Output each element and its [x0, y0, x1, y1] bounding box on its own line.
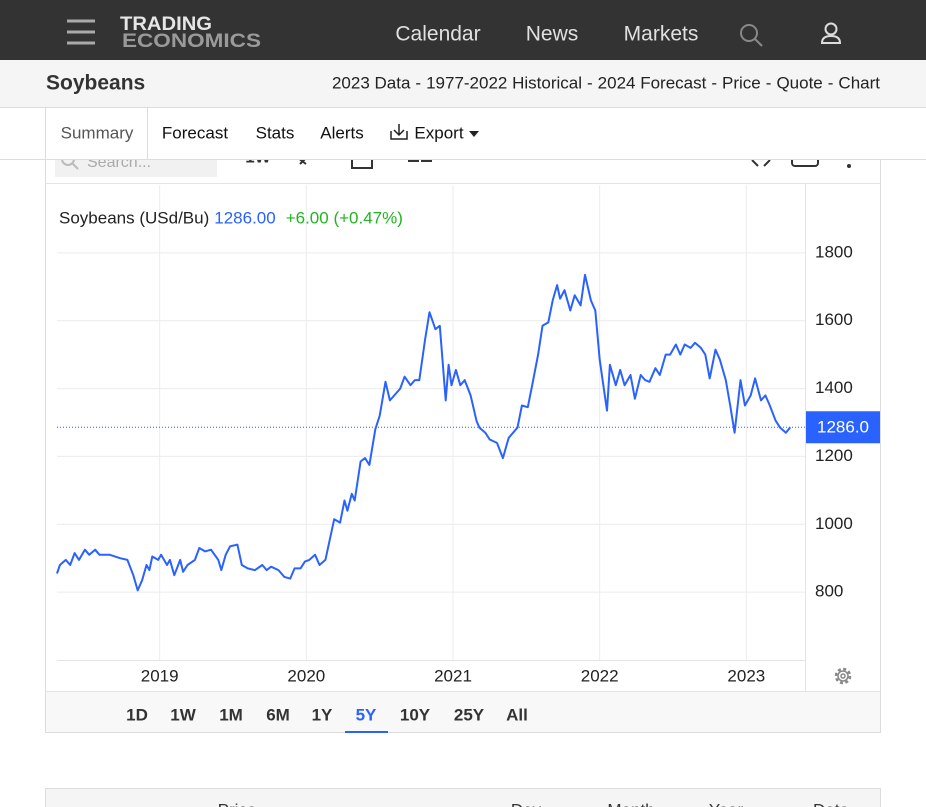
- plot-area: 800 1000 1200 1400 1600 1800 2019 2020 2021 2022 2…: [56, 185, 880, 685]
- fullscreen-icon[interactable]: [751, 159, 771, 167]
- tab[interactable]: Export: [414, 123, 463, 142]
- nav-search-icon[interactable]: [740, 24, 758, 42]
- tab-bar: [0, 108, 926, 159]
- x-tick-label: 2020: [287, 666, 325, 685]
- menu-icon[interactable]: [67, 19, 95, 45]
- range-button[interactable]: 1D: [126, 705, 148, 724]
- header-link[interactable]: 2024 Forecast: [598, 73, 707, 92]
- export-icon: [390, 124, 408, 140]
- range-button[interactable]: 10Y: [400, 705, 431, 724]
- y-tick-label: 1200: [815, 446, 853, 465]
- active-range-underline: [345, 731, 388, 733]
- nav-link[interactable]: Calendar: [395, 23, 480, 46]
- link-separator: -: [587, 73, 593, 92]
- tab[interactable]: Alerts: [320, 123, 363, 142]
- header-link[interactable]: 1977-2022 Historical: [426, 73, 582, 92]
- last-price-label: 1286.0: [817, 418, 869, 437]
- price-line: [56, 273, 792, 592]
- table-header-cell: Price: [218, 800, 257, 807]
- range-button[interactable]: 25Y: [454, 705, 485, 724]
- page-title: Soybeans: [46, 72, 145, 95]
- header-link[interactable]: Quote: [776, 73, 822, 92]
- table-header-cell: Year: [709, 800, 744, 807]
- header-link[interactable]: 2023 Data: [332, 73, 411, 92]
- user-icon[interactable]: [824, 22, 838, 36]
- nav-search-icon: [754, 38, 763, 47]
- y-tick-label: 1800: [815, 242, 853, 261]
- chart-box: [45, 140, 881, 733]
- legend-change: +6.00 (+0.47%): [286, 208, 403, 227]
- more-icon[interactable]: [847, 164, 851, 168]
- nav-link[interactable]: Markets: [624, 23, 699, 46]
- range-button[interactable]: 6M: [266, 705, 290, 724]
- logo-top[interactable]: TRADING: [120, 14, 212, 35]
- search-icon: [71, 162, 79, 170]
- y-tick-label: 1400: [815, 378, 853, 397]
- y-tick-label: 1600: [815, 310, 853, 329]
- table-header-cell: Month: [607, 800, 654, 807]
- gear-body: [837, 670, 849, 682]
- gear-hub: [840, 673, 846, 679]
- x-tick-label: 2023: [727, 666, 765, 685]
- nav-links: Calendar News Markets: [395, 23, 698, 46]
- header-link[interactable]: Chart: [838, 73, 880, 92]
- range-button[interactable]: 5Y: [356, 705, 377, 724]
- logo-bottom[interactable]: ECONOMICS: [122, 31, 261, 52]
- table-header-cell: Date: [813, 800, 849, 807]
- header-bar: [0, 60, 926, 107]
- user-icon: [820, 34, 842, 44]
- y-tick-label: 1000: [815, 514, 853, 533]
- range-button[interactable]: 1W: [170, 705, 196, 724]
- last-price-box: [806, 411, 880, 444]
- link-separator: -: [415, 73, 421, 92]
- y-tick-label: 800: [815, 582, 843, 601]
- tab[interactable]: Forecast: [162, 123, 228, 142]
- legend-name: Soybeans (USd/Bu): [59, 208, 209, 227]
- table-header-cells: Price Day Month Year Date: [218, 800, 849, 807]
- x-tick-label: 2019: [141, 666, 179, 685]
- x-tick-label: 2021: [434, 666, 472, 685]
- header-links: Chart-Quote-Price-2024 Forecast-1977-202…: [332, 73, 880, 92]
- table-header: [45, 788, 881, 807]
- tab[interactable]: Summary: [61, 123, 134, 142]
- link-separator: -: [766, 73, 772, 92]
- tab[interactable]: Stats: [256, 123, 295, 142]
- nav-link[interactable]: News: [526, 23, 579, 46]
- link-separator: -: [711, 73, 717, 92]
- range-button[interactable]: 1Y: [312, 705, 333, 724]
- range-bar: [46, 692, 880, 732]
- range-button[interactable]: All: [506, 705, 528, 724]
- export-caret: [469, 131, 479, 137]
- legend-price: 1286.00: [214, 208, 275, 227]
- table-header-cell: Day: [511, 800, 542, 807]
- range-button[interactable]: 1M: [219, 705, 243, 724]
- range-buttons: 1D 1W 1M 6M 1Y 5Y 10Y 25Y All: [126, 705, 528, 733]
- link-separator: -: [828, 73, 834, 92]
- active-tab-border: [45, 108, 148, 160]
- x-tick-label: 2022: [581, 666, 619, 685]
- tabs: Summary Forecast Stats Alerts Export: [61, 123, 464, 142]
- nav-bar: [0, 0, 926, 60]
- settings-icon[interactable]: [834, 667, 852, 685]
- gear-teeth: [834, 667, 852, 685]
- header-link[interactable]: Price: [722, 73, 761, 92]
